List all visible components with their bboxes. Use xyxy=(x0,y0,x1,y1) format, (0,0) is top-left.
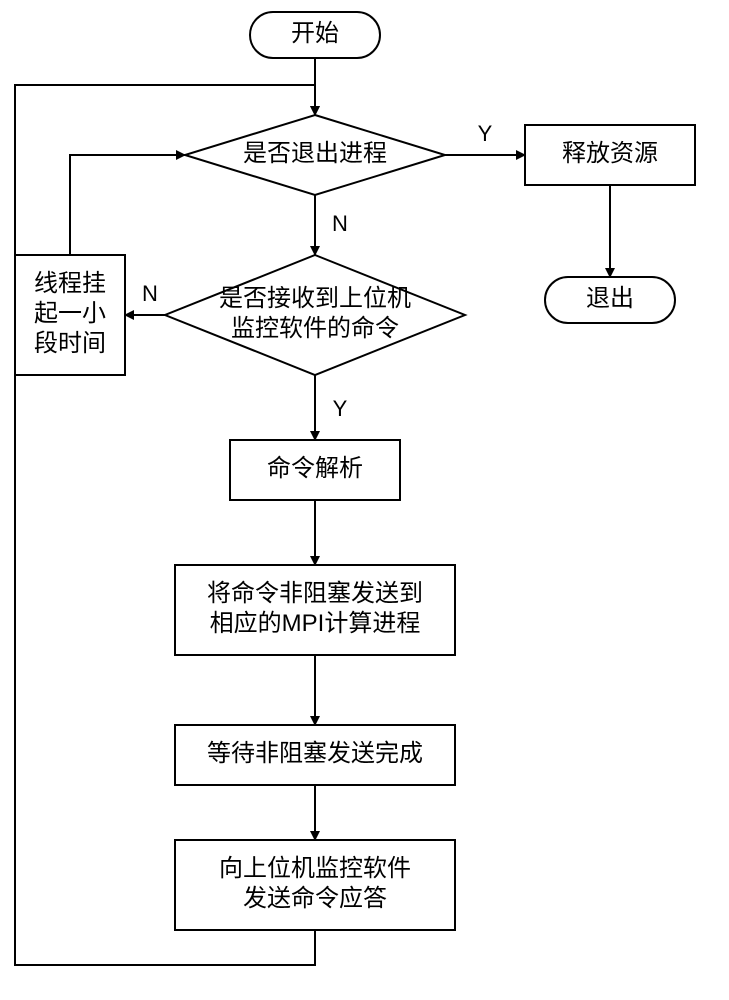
edge-label: Y xyxy=(478,121,493,146)
edge-label: N xyxy=(142,281,158,306)
edge-label: Y xyxy=(333,396,348,421)
node-label-release: 释放资源 xyxy=(562,140,658,167)
node-label-suspend: 线程挂起一小段时间 xyxy=(34,270,106,357)
node-label-wait_send: 等待非阻塞发送完成 xyxy=(207,740,423,767)
node-label-start: 开始 xyxy=(291,20,339,47)
node-label-exit_process: 是否退出进程 xyxy=(243,140,387,167)
node-label-parse: 命令解析 xyxy=(267,455,363,482)
edge xyxy=(15,85,315,965)
node-label-exit: 退出 xyxy=(586,285,634,312)
edge-label: N xyxy=(332,211,348,236)
flowchart-canvas: YNNY开始是否退出进程释放资源退出是否接收到上位机监控软件的命令线程挂起一小段… xyxy=(0,0,729,1000)
edge xyxy=(70,155,185,255)
